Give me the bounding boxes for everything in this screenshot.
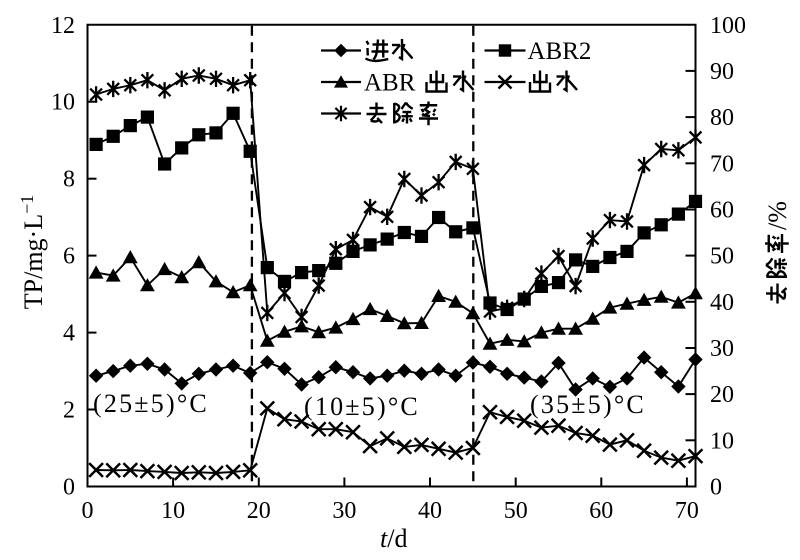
- svg-text:70: 70: [710, 151, 734, 177]
- svg-text:10: 10: [161, 498, 185, 524]
- svg-text:12: 12: [51, 13, 75, 39]
- svg-text:100: 100: [710, 13, 746, 39]
- svg-text:60: 60: [710, 198, 734, 224]
- svg-text:20: 20: [247, 498, 271, 524]
- svg-text:70: 70: [675, 498, 699, 524]
- svg-text:30: 30: [710, 336, 734, 362]
- svg-text:10: 10: [51, 90, 75, 116]
- svg-text:4: 4: [63, 321, 75, 347]
- svg-text:40: 40: [710, 290, 734, 316]
- svg-text:20: 20: [710, 382, 734, 408]
- svg-text:0: 0: [710, 475, 722, 501]
- svg-text:2: 2: [63, 398, 75, 424]
- svg-text:(25±5)°C: (25±5)°C: [93, 389, 209, 418]
- svg-text:t/d: t/d: [380, 524, 407, 553]
- svg-text:80: 80: [710, 105, 734, 131]
- svg-text:60: 60: [589, 498, 613, 524]
- svg-text:(35±5)°C: (35±5)°C: [530, 390, 646, 419]
- svg-text:/%: /%: [763, 201, 792, 230]
- svg-text:50: 50: [504, 498, 528, 524]
- svg-text:6: 6: [63, 244, 75, 270]
- svg-text:40: 40: [418, 498, 442, 524]
- svg-text:90: 90: [710, 59, 734, 85]
- svg-text:50: 50: [710, 244, 734, 270]
- svg-text:ABR2: ABR2: [528, 38, 592, 65]
- svg-text:ABR: ABR: [364, 70, 416, 97]
- svg-text:(10±5)°C: (10±5)°C: [304, 392, 420, 421]
- svg-text:0: 0: [63, 475, 75, 501]
- svg-text:30: 30: [332, 498, 356, 524]
- svg-text:8: 8: [63, 167, 75, 193]
- svg-text:10: 10: [710, 428, 734, 454]
- svg-text:0: 0: [82, 498, 94, 524]
